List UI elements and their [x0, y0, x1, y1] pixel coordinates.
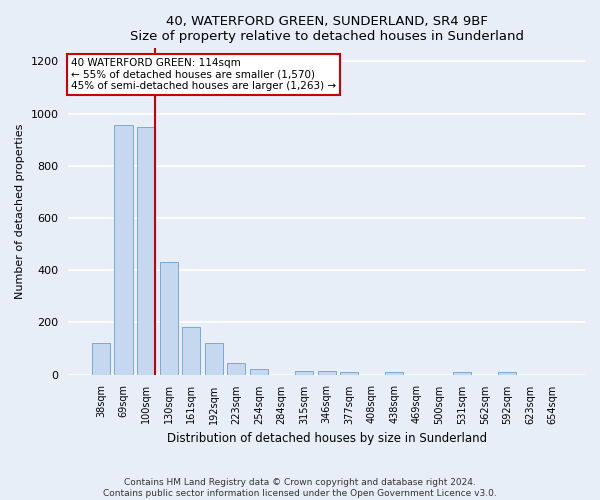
- Bar: [182, 327, 200, 374]
- Bar: [137, 127, 155, 374]
- Bar: [385, 372, 403, 374]
- Bar: [498, 372, 517, 374]
- Bar: [115, 126, 133, 374]
- Bar: [160, 262, 178, 374]
- Bar: [227, 364, 245, 374]
- Text: 40 WATERFORD GREEN: 114sqm
← 55% of detached houses are smaller (1,570)
45% of s: 40 WATERFORD GREEN: 114sqm ← 55% of deta…: [71, 58, 336, 92]
- Y-axis label: Number of detached properties: Number of detached properties: [15, 124, 25, 299]
- Bar: [295, 370, 313, 374]
- Bar: [317, 370, 336, 374]
- Title: 40, WATERFORD GREEN, SUNDERLAND, SR4 9BF
Size of property relative to detached h: 40, WATERFORD GREEN, SUNDERLAND, SR4 9BF…: [130, 15, 524, 43]
- Bar: [340, 372, 358, 374]
- X-axis label: Distribution of detached houses by size in Sunderland: Distribution of detached houses by size …: [167, 432, 487, 445]
- Bar: [92, 344, 110, 374]
- Text: Contains HM Land Registry data © Crown copyright and database right 2024.
Contai: Contains HM Land Registry data © Crown c…: [103, 478, 497, 498]
- Bar: [250, 370, 268, 374]
- Bar: [205, 344, 223, 374]
- Bar: [453, 372, 471, 374]
